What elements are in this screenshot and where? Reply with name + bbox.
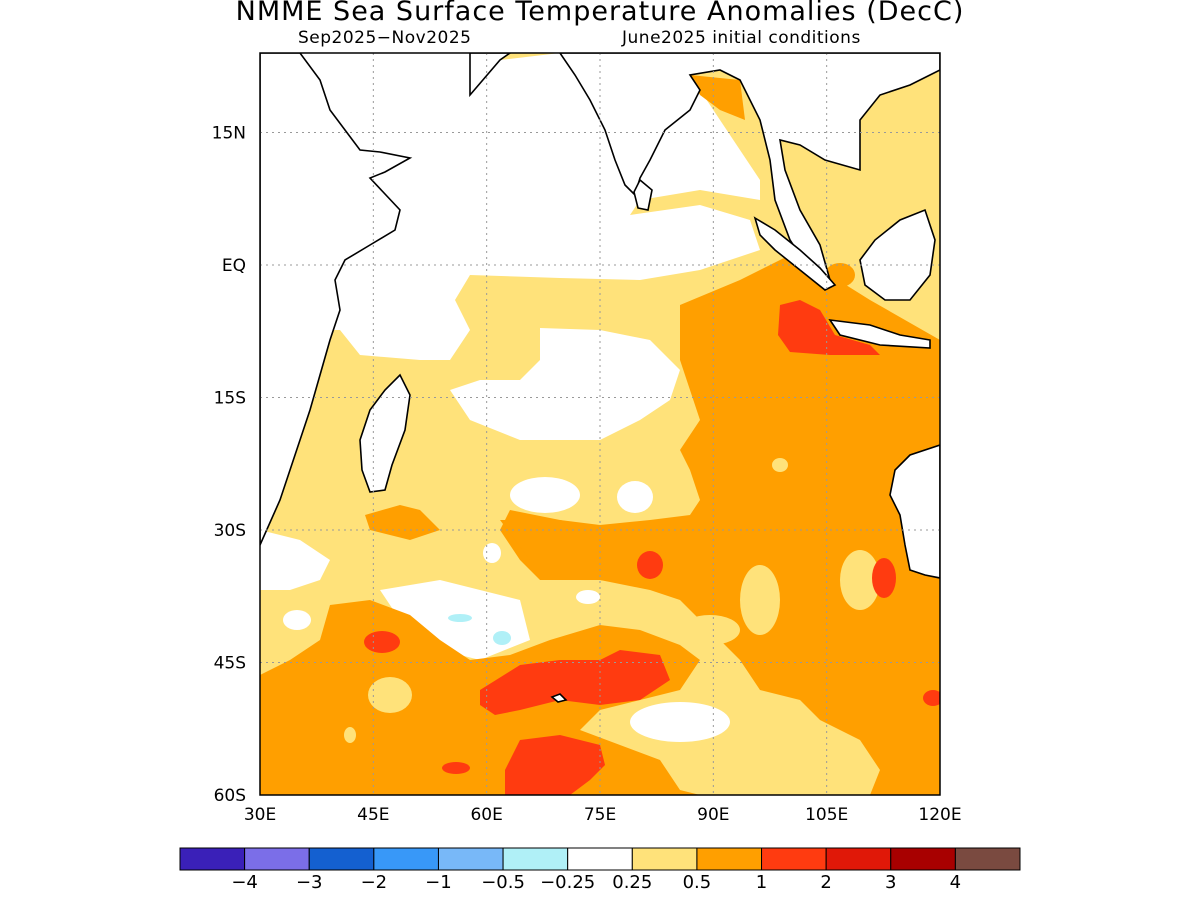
forecast-period: Sep2025−Nov2025 xyxy=(298,28,472,48)
fill-strong-south-2 xyxy=(505,735,605,795)
lat-tick-label: 60S xyxy=(214,786,246,806)
lon-tick-label: 105E xyxy=(805,805,848,825)
latitude-labels: 15N EQ 15S 30S 45S 60S xyxy=(212,124,246,807)
colorbar-swatch xyxy=(502,847,569,871)
fill-strong-west-spot xyxy=(364,631,400,653)
coast-india xyxy=(559,53,940,282)
longitude-labels: 30E 45E 60E 75E 90E 105E 120E xyxy=(244,805,962,825)
colorbar-tick-label: 4 xyxy=(949,872,962,893)
coast-java xyxy=(828,318,931,349)
colorbar-tick-label: −4 xyxy=(231,872,258,893)
fill-neutral-spot-4 xyxy=(630,702,730,742)
fill-light-hole-2 xyxy=(680,615,740,645)
coast-sri-lanka xyxy=(633,178,653,211)
colorbar-tick-label: 2 xyxy=(820,872,832,893)
coast-kerguelen xyxy=(550,693,568,703)
lon-tick-label: 90E xyxy=(697,805,729,825)
fill-neutral-spot-8 xyxy=(483,543,501,563)
colorbar-swatch xyxy=(890,847,956,871)
colorbar-swatch xyxy=(179,847,246,871)
colorbar-swatch xyxy=(308,847,375,871)
lat-tick-label: 15N xyxy=(212,124,246,144)
colorbar-swatch xyxy=(761,847,827,871)
fill-neutral-spot-1 xyxy=(510,477,580,513)
coast-madagascar xyxy=(359,373,411,493)
fill-light-hole-5 xyxy=(772,458,788,472)
colorbar-swatch xyxy=(437,847,504,871)
lat-tick-label: 15S xyxy=(214,389,246,409)
coastlines xyxy=(260,53,940,703)
colorbar-tick-label: 3 xyxy=(885,872,897,893)
colorbar-tick-label: 0.25 xyxy=(612,872,653,893)
fill-light-hole-4 xyxy=(368,677,412,713)
fill-warm-south-west-patch xyxy=(365,505,440,540)
colorbar-tick-label: −3 xyxy=(295,872,323,893)
colorbar-swatch xyxy=(696,847,763,871)
colorbar-swatch xyxy=(244,847,310,871)
lon-tick-label: 75E xyxy=(584,805,616,825)
lon-tick-label: 45E xyxy=(357,805,389,825)
colorbar xyxy=(179,847,1021,871)
fill-strong-near-java xyxy=(778,300,880,355)
fill-neutral-spot-2 xyxy=(617,481,653,513)
fill-warm-central-patch xyxy=(500,520,670,585)
map-title: NMME Sea Surface Temperature Anomalies (… xyxy=(235,0,965,27)
colorbar-tick-label: −1 xyxy=(425,872,452,893)
colorbar-swatch xyxy=(954,847,1021,871)
lat-tick-label: 45S xyxy=(214,654,246,674)
map-gridlines xyxy=(260,53,940,795)
fill-strong-east-spot xyxy=(872,558,896,598)
coast-arabia-north xyxy=(469,53,512,98)
lon-tick-label: 60E xyxy=(470,805,502,825)
lat-tick-label: EQ xyxy=(222,256,246,276)
lon-tick-label: 30E xyxy=(244,805,276,825)
fill-strong-east-edge xyxy=(923,690,940,706)
colorbar-tick-label: 0.5 xyxy=(682,872,712,893)
fill-neutral-central xyxy=(450,328,680,440)
colorbar-swatch xyxy=(373,847,439,871)
colorbar-swatch xyxy=(825,847,892,871)
colorbar-swatch xyxy=(567,847,633,871)
fill-negative-spot-1 xyxy=(493,631,511,645)
anomaly-field xyxy=(260,53,940,795)
colorbar-tick-label: 1 xyxy=(755,872,768,893)
fill-warm-west-africa xyxy=(690,75,745,120)
coast-sumatra xyxy=(753,216,837,291)
fill-warm-east-indian-ocean xyxy=(500,255,940,795)
coast-borneo xyxy=(859,208,936,301)
fill-light-hole-1 xyxy=(840,550,880,610)
fill-strong-central-spot xyxy=(637,551,663,579)
lat-tick-label: 30S xyxy=(214,521,246,541)
fill-negative-spot-2 xyxy=(448,614,472,622)
fill-strong-south-spot xyxy=(442,762,470,774)
lon-tick-label: 120E xyxy=(918,805,961,825)
initial-conditions-label: June2025 initial conditions xyxy=(622,28,861,48)
colorbar-tick-label: −0.25 xyxy=(540,872,596,893)
map-frame xyxy=(259,52,941,796)
fill-strong-south-1 xyxy=(480,650,670,715)
colorbar-tick-label: −2 xyxy=(360,872,388,893)
fill-neutral-spot-9 xyxy=(576,590,600,604)
coast-africa-arabia xyxy=(260,53,413,546)
fill-light-hole-3 xyxy=(740,565,780,635)
colorbar-tick-label: −0.5 xyxy=(481,872,525,893)
fill-light-hole-6 xyxy=(344,727,356,743)
fill-neutral-southwest xyxy=(260,530,330,590)
fill-neutral-spot-3 xyxy=(283,610,311,630)
colorbar-swatch xyxy=(631,847,698,871)
